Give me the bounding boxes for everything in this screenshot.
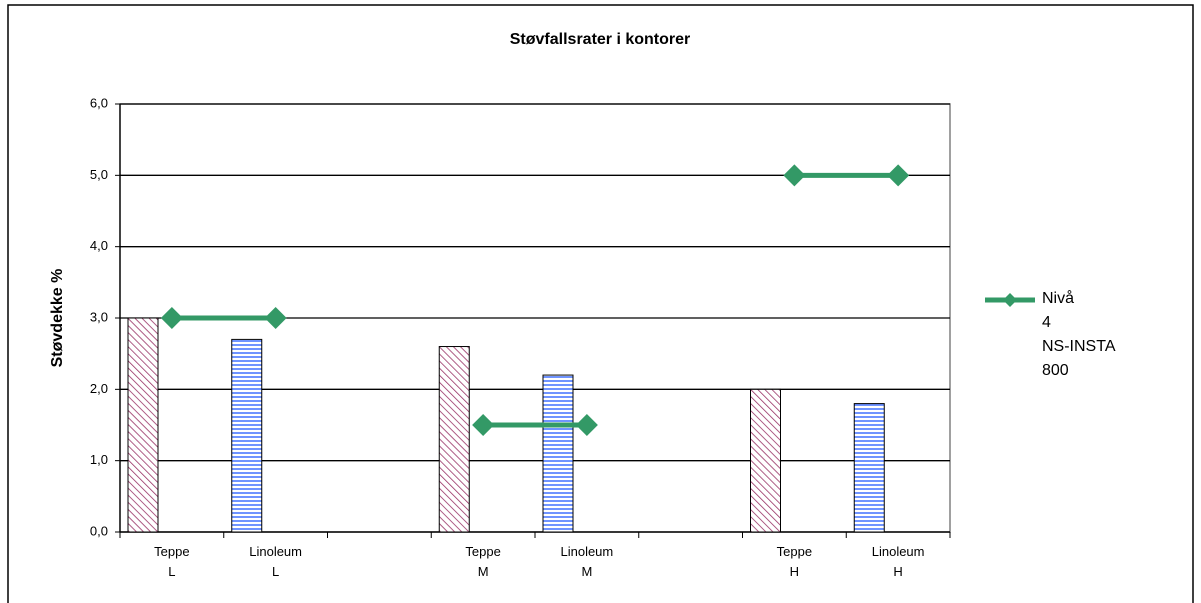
- line-marker: [264, 307, 287, 329]
- bar: [542, 374, 574, 533]
- y-axis-label: Støvdekke %: [49, 269, 66, 368]
- y-tick-label: 0,0: [90, 523, 108, 538]
- line-marker: [783, 164, 806, 187]
- bar: [231, 338, 263, 533]
- line-series: [171, 172, 899, 428]
- y-tick-label: 6,0: [90, 95, 108, 110]
- bar: [127, 317, 159, 533]
- y-tick-label: 3,0: [90, 309, 108, 324]
- y-tick-label: 2,0: [90, 381, 108, 396]
- y-tick-label: 5,0: [90, 167, 108, 182]
- legend-label: Nivå 4 NS-INSTA 800: [1042, 290, 1115, 379]
- x-tick-label: Teppe L: [154, 544, 190, 579]
- legend-marker: [1003, 293, 1017, 307]
- bar: [438, 346, 470, 533]
- bar: [853, 403, 885, 533]
- x-tick-label: Teppe H: [776, 544, 813, 579]
- y-tick-label: 1,0: [90, 452, 108, 467]
- x-tick-label: Linoleum H: [871, 544, 925, 579]
- x-tick-label: Linoleum M: [560, 544, 614, 579]
- x-tick-label: Teppe M: [465, 544, 501, 579]
- chart-title: Støvfallsrater i kontorer: [510, 31, 691, 48]
- line-marker: [887, 164, 910, 187]
- bar: [750, 388, 781, 533]
- line-marker: [472, 414, 495, 436]
- line-marker: [575, 414, 598, 436]
- line-marker: [160, 307, 183, 329]
- x-tick-label: Linoleum L: [249, 544, 302, 579]
- y-tick-label: 4,0: [90, 238, 108, 253]
